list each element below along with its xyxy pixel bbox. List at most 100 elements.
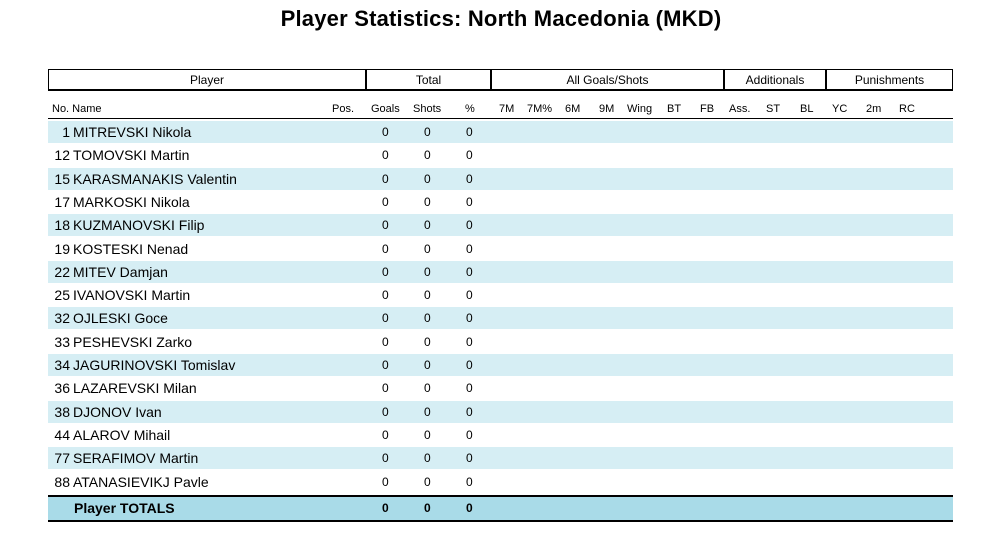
player-shots: 0 (424, 125, 431, 139)
group-player: Player (48, 69, 366, 91)
table-row: 38 DJONOV Ivan 0 0 0 (48, 400, 953, 423)
player-number: 18 (54, 217, 70, 234)
player-name: JAGURINOVSKI Tomislav (73, 357, 236, 373)
col-rc: RC (899, 103, 915, 115)
player-shots: 0 (424, 194, 431, 209)
player-shots: 0 (424, 264, 431, 279)
header-divider (48, 118, 953, 119)
player-pct: 0 (466, 404, 473, 419)
player-goals: 0 (382, 381, 389, 396)
player-shots: 0 (424, 171, 431, 186)
player-goals: 0 (382, 358, 389, 372)
table-row: 22 MITEV Damjan 0 0 0 (48, 260, 953, 283)
table-row: 36 LAZAREVSKI Milan 0 0 0 (48, 377, 953, 399)
page-title: Player Statistics: North Macedonia (MKD) (280, 6, 722, 31)
player-shots: 0 (424, 358, 431, 372)
player-number: 36 (54, 380, 70, 397)
player-goals: 0 (382, 148, 389, 163)
col-9m: 9M (599, 103, 615, 115)
player-number: 44 (54, 426, 70, 443)
table-row: 33 PESHEVSKI Zarko 0 0 0 (48, 331, 953, 353)
player-name: LAZAREVSKI Milan (73, 380, 197, 397)
player-number: 38 (54, 403, 70, 420)
table-row: 32 OJLESKI Goce 0 0 0 (48, 307, 953, 330)
player-number: 17 (54, 193, 70, 210)
player-name: MARKOSKI Nikola (73, 193, 190, 210)
table-row: 25 IVANOVSKI Martin 0 0 0 (48, 284, 953, 306)
col-ass: Ass. (729, 103, 751, 115)
player-name: SERAFIMOV Martin (73, 450, 199, 467)
player-pct: 0 (466, 241, 473, 256)
player-number: 34 (54, 357, 70, 373)
player-goals: 0 (382, 311, 389, 326)
player-number: 25 (54, 287, 70, 304)
col-6m: 6M (565, 103, 581, 115)
player-number: 77 (54, 450, 70, 467)
col-7m: 7M (499, 103, 515, 115)
col-st: ST (766, 103, 781, 115)
col-2m: 2m (866, 103, 882, 115)
player-name: PESHEVSKI Zarko (73, 333, 193, 350)
player-pct: 0 (466, 334, 473, 349)
player-shots: 0 (424, 474, 431, 489)
player-pct: 0 (466, 381, 473, 396)
player-name: KOSTESKI Nenad (73, 240, 189, 257)
col-pct: % (465, 103, 475, 115)
player-shots: 0 (424, 288, 431, 303)
col-goals: Goals (371, 103, 400, 115)
totals-row: Player TOTALS 0 0 0 (48, 497, 953, 520)
table-row: 88 ATANASIEVIKJ Pavle 0 0 0 (48, 471, 953, 493)
player-goals: 0 (382, 264, 389, 279)
player-pct: 0 (466, 148, 473, 163)
totals-divider (48, 495, 953, 497)
player-goals: 0 (382, 334, 389, 349)
player-goals: 0 (382, 427, 389, 442)
player-name: MITREVSKI Nikola (73, 124, 192, 140)
totals-label: Player TOTALS (74, 500, 175, 516)
player-name: IVANOVSKI Martin (73, 287, 191, 304)
player-goals: 0 (382, 474, 389, 489)
player-name: MITEV Damjan (73, 263, 168, 280)
player-shots: 0 (424, 427, 431, 442)
col-bt: BT (667, 103, 682, 115)
col-7m-pct: 7M% (527, 103, 553, 115)
player-pct: 0 (466, 311, 473, 326)
col-fb: FB (700, 103, 715, 115)
player-number: 88 (54, 473, 70, 490)
player-name: TOMOVSKI Martin (73, 147, 190, 164)
player-name: KUZMANOVSKI Filip (73, 217, 205, 234)
player-pct: 0 (466, 474, 473, 489)
player-pct: 0 (466, 171, 473, 186)
player-number: 22 (54, 263, 70, 280)
player-goals: 0 (382, 194, 389, 209)
player-shots: 0 (424, 148, 431, 163)
player-pct: 0 (466, 125, 473, 139)
col-no-name: No. Name (52, 103, 102, 115)
player-shots: 0 (424, 381, 431, 396)
col-yc: YC (832, 103, 848, 115)
player-pct: 0 (466, 288, 473, 303)
table-row: 15 KARASMANAKIS Valentin 0 0 0 (48, 167, 953, 190)
table-row: 19 KOSTESKI Nenad 0 0 0 (48, 238, 953, 260)
player-name: OJLESKI Goce (73, 310, 168, 327)
table-row: 18 KUZMANOVSKI Filip 0 0 0 (48, 214, 953, 237)
col-wing: Wing (627, 103, 653, 115)
table-row: 77 SERAFIMOV Martin 0 0 0 (48, 447, 953, 470)
player-name: ATANASIEVIKJ Pavle (73, 473, 209, 490)
player-name: DJONOV Ivan (73, 403, 162, 420)
player-shots: 0 (424, 311, 431, 326)
player-shots: 0 (424, 241, 431, 256)
player-pct: 0 (466, 264, 473, 279)
player-number: 33 (54, 333, 70, 350)
player-name: KARASMANAKIS Valentin (73, 170, 237, 187)
player-number: 1 (62, 124, 70, 140)
player-goals: 0 (382, 451, 389, 466)
totals-goals: 0 (382, 501, 389, 515)
group-total: Total (366, 69, 491, 91)
player-goals: 0 (382, 404, 389, 419)
player-pct: 0 (466, 194, 473, 209)
group-additionals: Additionals (724, 69, 826, 91)
table-row: 17 MARKOSKI Nikola 0 0 0 (48, 191, 953, 213)
player-goals: 0 (382, 171, 389, 186)
player-goals: 0 (382, 218, 389, 233)
